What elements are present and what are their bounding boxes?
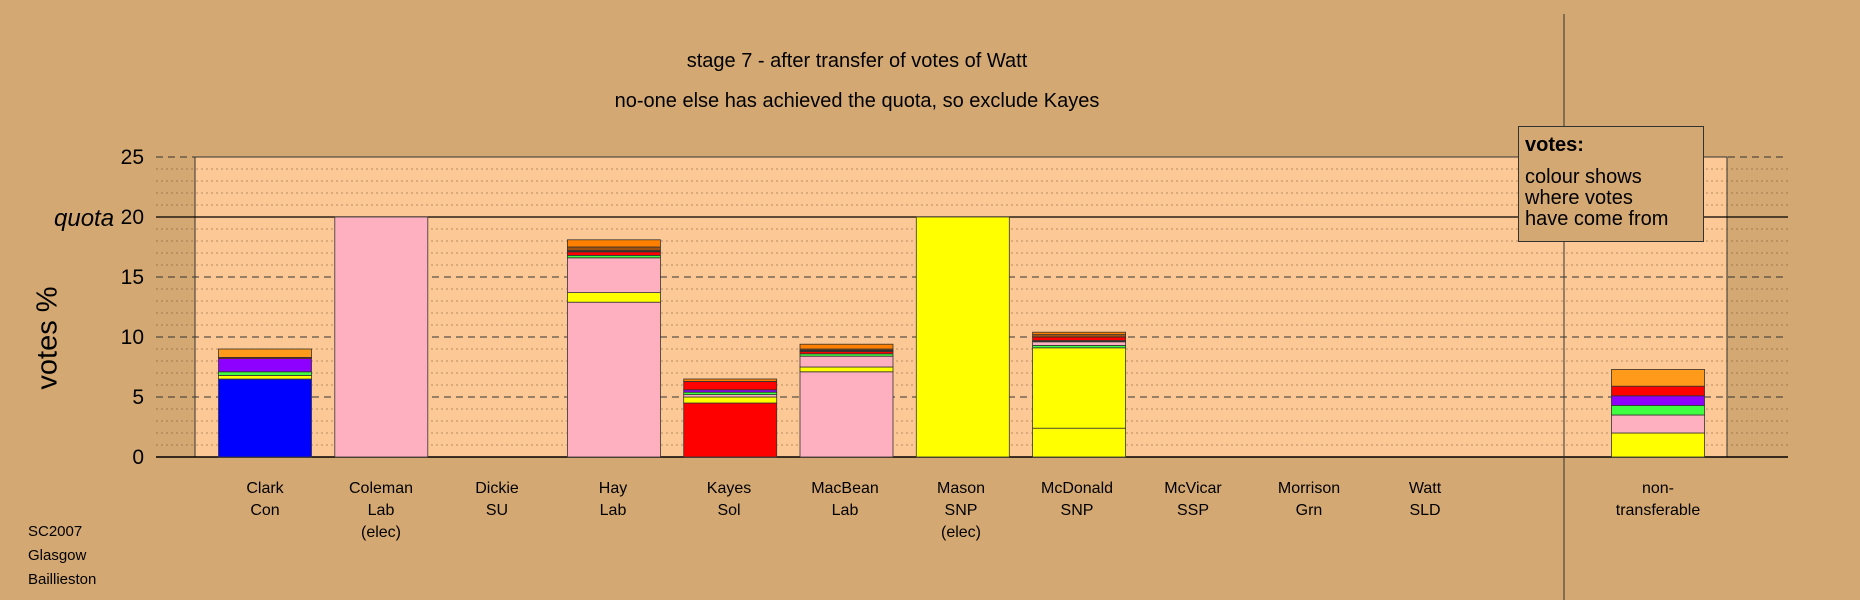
y-tick-25: 25 (120, 146, 144, 169)
category-label-coleman: Coleman Lab (elec) (321, 478, 441, 544)
y-tick-15: 15 (120, 266, 144, 289)
bar-clark-segment (218, 371, 312, 376)
candidate-party: SLD (1409, 502, 1441, 519)
candidate-party: SSP (1176, 502, 1209, 519)
source-line: Glasgow (28, 547, 87, 564)
bar-kayes-segment (683, 402, 778, 458)
nontransferable-label-line2: transferable (1615, 502, 1701, 519)
candidate-name: MacBean (811, 480, 879, 497)
candidate-name: Dickie (475, 480, 519, 497)
source-note: SC2007 Glasgow Baillieston (28, 520, 96, 592)
y-tick-0: 0 (132, 446, 144, 469)
bar-nontransferable-segment (1611, 368, 1705, 387)
bar-nontransferable-segment (1611, 385, 1705, 397)
legend-line: where votes (1525, 187, 1633, 209)
y-tick-5: 5 (132, 386, 144, 409)
category-label-mcdonald: McDonald SNP (1017, 478, 1137, 522)
legend-box: votes: colour shows where votes have com… (1518, 126, 1704, 242)
candidate-party: Lab (831, 502, 859, 519)
bar-nontransferable-segment (1611, 395, 1705, 406)
candidate-party: Con (250, 502, 280, 519)
category-label-morrison: Morrison Grn (1249, 478, 1369, 522)
candidate-name: McDonald (1040, 480, 1114, 497)
source-line: SC2007 (28, 523, 83, 540)
candidate-party: Grn (1295, 502, 1323, 519)
candidate-party: Lab (599, 502, 627, 519)
candidate-name: Coleman (348, 480, 414, 497)
candidate-party: SNP (944, 502, 978, 519)
candidate-name: Clark (246, 480, 284, 497)
bar-nontransferable-segment (1611, 404, 1705, 416)
bar-hay-segment (567, 246, 661, 251)
bar-hay-segment (567, 239, 661, 248)
category-label-kayes: Kayes Sol (669, 478, 789, 522)
candidate-party: SNP (1060, 502, 1094, 519)
candidate-name: Watt (1408, 480, 1442, 497)
y-tick-10: 10 (120, 326, 144, 349)
nontransferable-label-line1: non- (1641, 480, 1675, 497)
candidate-party: SU (485, 502, 509, 519)
legend-line: colour shows (1525, 166, 1642, 188)
bar-nontransferable-segment (1611, 414, 1705, 434)
y-axis-label: votes % (31, 286, 64, 390)
bar-hay-segment (567, 301, 661, 458)
category-label-mason: Mason SNP (elec) (901, 478, 1021, 544)
bar-clark-segment (218, 374, 312, 380)
bar-mcdonald-segment (1032, 336, 1126, 341)
bar-macbean-segment (799, 355, 894, 368)
candidate-name: McVicar (1164, 480, 1222, 497)
candidate-name: Hay (598, 480, 628, 497)
bar-macbean-segment (799, 343, 894, 350)
candidate-party: Lab (367, 502, 395, 519)
bar-clark-segment (218, 358, 312, 373)
chart-title: stage 7 - after transfer of votes of Wat… (686, 50, 1028, 72)
category-label-watt: Watt SLD (1365, 478, 1485, 522)
bar-hay-segment (567, 292, 661, 303)
bar-mcdonald-segment (1032, 341, 1126, 346)
bar-kayes-segment (683, 380, 778, 391)
candidate-name: Kayes (706, 480, 752, 497)
candidate-elected-note: (elec) (940, 524, 981, 541)
bar-kayes-segment (683, 378, 778, 382)
bar-hay-segment (567, 251, 661, 256)
category-label-macbean: MacBean Lab (785, 478, 905, 522)
category-label-nontransferable: non- transferable (1598, 478, 1718, 522)
y-tick-20: 20 (120, 206, 144, 229)
category-label-mcvicar: McVicar SSP (1133, 478, 1253, 522)
category-label-hay: Hay Lab (553, 478, 673, 522)
bar-nontransferable-segment (1611, 432, 1705, 458)
bar-macbean-segment (799, 366, 894, 373)
bar-mason-segment (915, 216, 1010, 458)
candidate-party: Sol (717, 502, 741, 519)
bar-clark-segment (218, 378, 312, 458)
bar-kayes-segment (683, 396, 778, 404)
bar-coleman-segment (334, 216, 429, 458)
bar-mcdonald-segment (1032, 347, 1126, 429)
bar-macbean-segment (799, 371, 894, 458)
candidate-name: Mason (936, 480, 986, 497)
bar-hay-segment (567, 257, 661, 293)
candidate-elected-note: (elec) (360, 524, 401, 541)
candidate-name: Morrison (1277, 480, 1341, 497)
legend-heading: votes: (1525, 134, 1584, 156)
category-label-dickie: Dickie SU (437, 478, 557, 522)
chart-subtitle: no-one else has achieved the quota, so e… (614, 90, 1100, 112)
quota-label: quota (54, 205, 115, 232)
bar-mcdonald-segment (1032, 331, 1126, 336)
legend-line: have come from (1525, 208, 1669, 230)
bar-mcdonald-segment (1032, 427, 1126, 458)
source-line: Baillieston (28, 571, 97, 588)
category-label-clark: Clark Con (205, 478, 325, 522)
bar-clark-segment (218, 348, 312, 358)
